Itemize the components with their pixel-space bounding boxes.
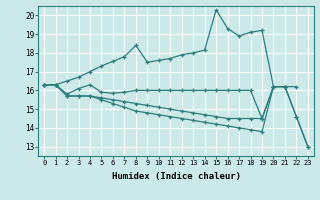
X-axis label: Humidex (Indice chaleur): Humidex (Indice chaleur) [111,172,241,181]
